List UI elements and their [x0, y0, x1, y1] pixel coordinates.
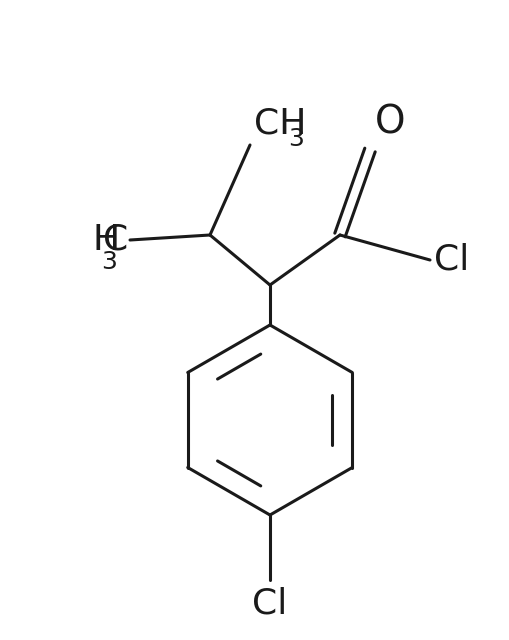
- Text: H: H: [93, 223, 120, 257]
- Text: CH: CH: [254, 107, 306, 141]
- Text: Cl: Cl: [252, 586, 288, 620]
- Text: 3: 3: [101, 250, 117, 274]
- Text: C: C: [103, 223, 128, 257]
- Text: 3: 3: [288, 127, 304, 151]
- Text: O: O: [375, 104, 406, 142]
- Text: Cl: Cl: [434, 243, 469, 277]
